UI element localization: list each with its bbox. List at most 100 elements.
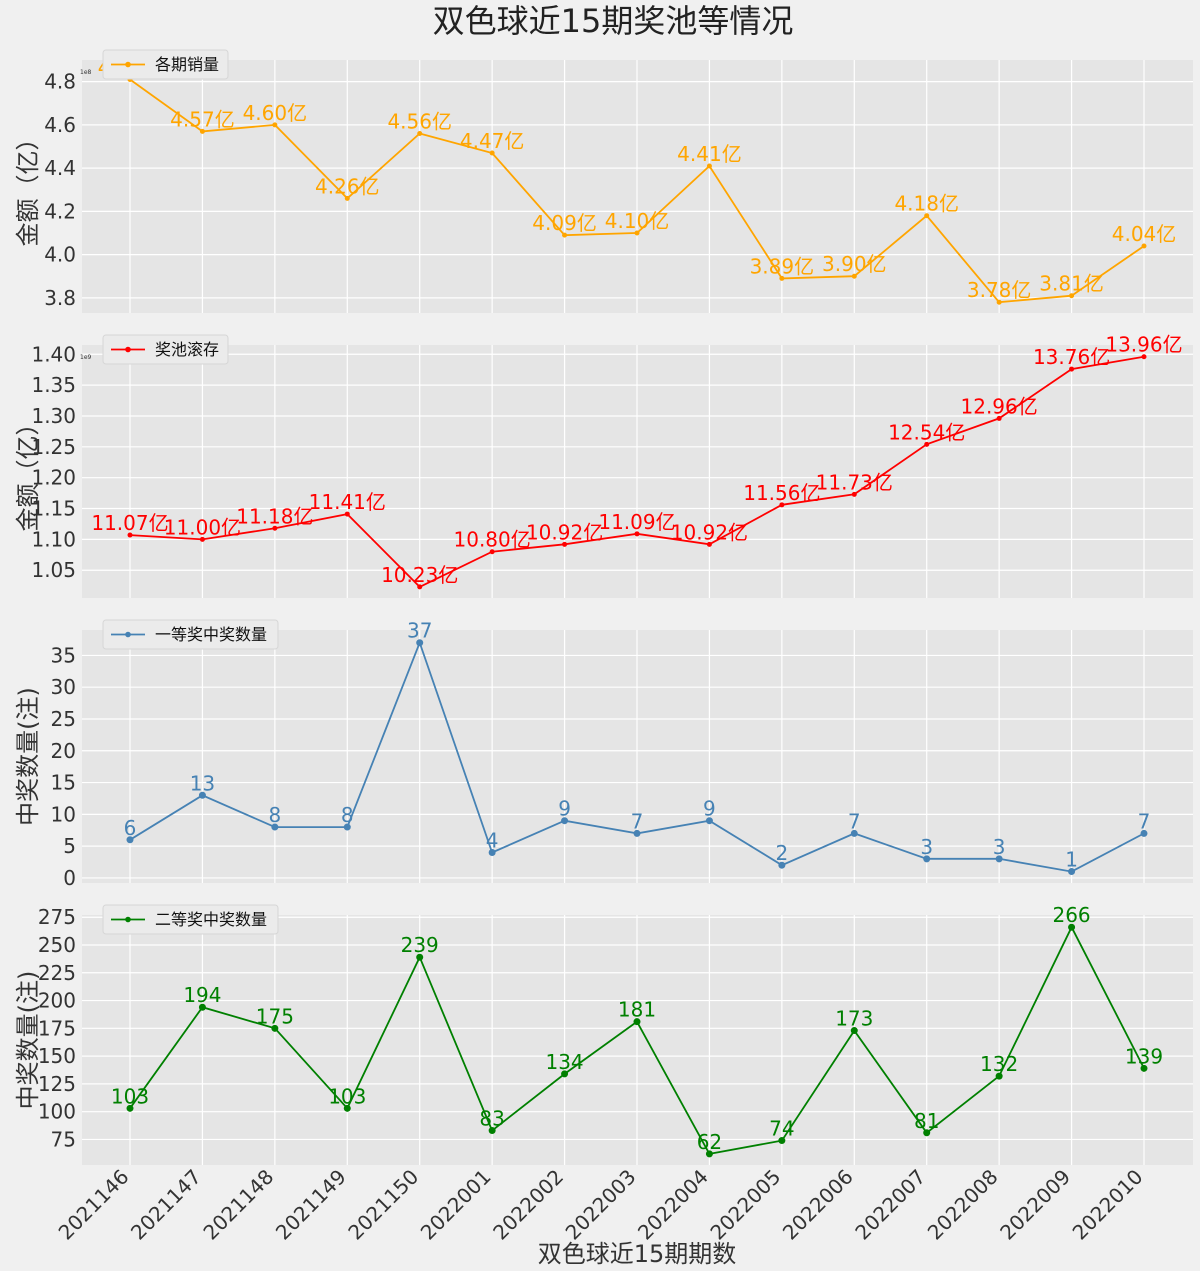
data-label: 4.47亿 — [460, 129, 525, 153]
data-label: 3.90亿 — [822, 252, 887, 276]
y-tick-label: 150 — [38, 1044, 76, 1068]
y-tick-label: 1.30 — [31, 404, 76, 428]
data-point — [272, 122, 278, 128]
data-label: 4.41亿 — [677, 142, 742, 166]
data-label: 10.80亿 — [454, 528, 531, 552]
x-tick-label: 2021147 — [126, 1165, 206, 1245]
y-tick-label: 4.0 — [44, 243, 76, 267]
data-label: 4.56亿 — [387, 110, 452, 134]
y-tick-label: 20 — [51, 739, 76, 763]
y-tick-label: 1.40 — [31, 342, 76, 366]
data-label: 4.26亿 — [315, 174, 380, 198]
legend-label: 二等奖中奖数量 — [155, 910, 267, 929]
data-point — [271, 823, 279, 831]
y-tick-label: 225 — [38, 961, 76, 985]
data-label: 181 — [618, 998, 656, 1022]
y-offset-label: 1e9 — [80, 354, 92, 361]
data-label: 7 — [1138, 809, 1151, 833]
x-tick-label: 2022008 — [923, 1165, 1003, 1245]
y-offset-label: 1e8 — [80, 69, 92, 76]
y-tick-label: 10 — [51, 802, 76, 826]
data-point — [198, 791, 206, 799]
data-point — [198, 1003, 206, 1011]
data-point — [1141, 243, 1147, 249]
y-tick-label: 35 — [51, 643, 76, 667]
data-point — [199, 128, 205, 134]
data-label: 83 — [479, 1107, 504, 1131]
data-label: 132 — [980, 1052, 1018, 1076]
data-point — [924, 441, 930, 447]
data-point — [706, 163, 712, 169]
data-label: 9 — [558, 797, 571, 821]
data-label: 11.18亿 — [236, 504, 313, 528]
data-point — [850, 829, 858, 837]
data-label: 13 — [190, 771, 215, 795]
data-label: 3 — [993, 835, 1006, 859]
y-tick-label: 1.25 — [31, 435, 76, 459]
data-point — [343, 1104, 351, 1112]
data-label: 103 — [328, 1084, 366, 1108]
legend-marker — [125, 916, 131, 923]
y-tick-label: 200 — [38, 989, 76, 1013]
y-tick-label: 1.05 — [31, 558, 76, 582]
data-point — [634, 230, 640, 236]
data-label: 81 — [914, 1109, 939, 1133]
data-point — [1140, 829, 1148, 837]
data-label: 134 — [545, 1050, 583, 1074]
data-point — [489, 150, 495, 156]
data-point — [851, 273, 857, 279]
y-tick-label: 15 — [51, 771, 76, 795]
data-point — [923, 855, 931, 863]
data-point — [489, 549, 495, 555]
data-point — [634, 531, 640, 537]
x-tick-label: 2022002 — [488, 1165, 568, 1245]
y-axis-label: 中奖数量(注) — [14, 971, 42, 1110]
data-point — [416, 953, 424, 961]
data-label: 4.04亿 — [1112, 222, 1177, 246]
data-label: 139 — [1125, 1044, 1163, 1068]
data-point — [779, 275, 785, 281]
x-tick-label: 2022005 — [705, 1165, 785, 1245]
data-label: 11.07亿 — [91, 511, 168, 535]
data-label: 13.96亿 — [1105, 333, 1182, 357]
data-point — [561, 1070, 569, 1078]
data-point — [1068, 923, 1076, 931]
y-tick-label: 5 — [63, 834, 76, 858]
y-axis-label: 金额（亿） — [14, 127, 42, 247]
y-tick-label: 4.6 — [44, 113, 76, 137]
data-label: 103 — [111, 1084, 149, 1108]
data-label: 4.60亿 — [243, 101, 308, 125]
legend-box — [102, 49, 229, 80]
chart-panel-1: 3.84.04.24.44.64.81e8金额（亿）4.81亿4.57亿4.60… — [14, 49, 1193, 313]
data-label: 11.09亿 — [598, 510, 675, 534]
data-point — [996, 299, 1002, 305]
data-label: 37 — [407, 619, 432, 643]
y-axis-label: 金额（亿） — [14, 412, 42, 532]
data-label: 2 — [775, 841, 788, 865]
x-tick-label: 2022001 — [416, 1165, 496, 1245]
data-point — [633, 829, 641, 837]
data-label: 11.00亿 — [164, 515, 241, 539]
data-point — [996, 415, 1002, 421]
y-tick-label: 0 — [63, 866, 76, 890]
x-tick-label: 2021146 — [54, 1165, 134, 1245]
data-label: 10.92亿 — [671, 520, 748, 544]
x-tick-label: 2022007 — [850, 1165, 930, 1245]
data-point — [562, 232, 568, 238]
y-tick-label: 75 — [51, 1127, 76, 1151]
data-point — [344, 195, 350, 201]
data-label: 7 — [631, 809, 644, 833]
legend-box — [102, 619, 279, 650]
chart-panel-4: 75 100 125 150 175 200 225 250 275 中奖数量(注) 103 194 1… — [14, 903, 1193, 1165]
data-label: 4.10亿 — [605, 209, 670, 233]
y-tick-label: 30 — [51, 675, 76, 699]
x-axis-label: 双色球近15期期数 — [538, 1240, 737, 1268]
y-tick-label: 25 — [51, 707, 76, 731]
figure-title: 双色球近15期奖池等情况 — [433, 2, 794, 40]
data-point — [705, 1150, 713, 1158]
legend-marker — [125, 61, 131, 68]
x-tick-label: 2021149 — [271, 1165, 351, 1245]
data-label: 266 — [1052, 903, 1090, 927]
data-label: 4.18亿 — [894, 192, 959, 216]
